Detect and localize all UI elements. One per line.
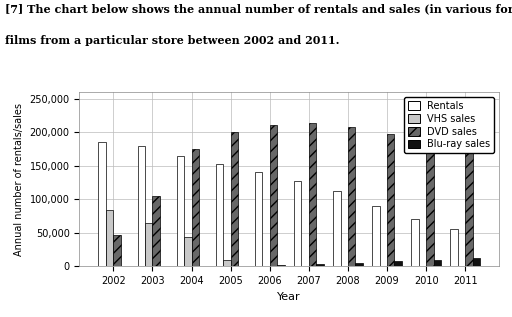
Bar	[270, 126, 277, 266]
Bar	[316, 264, 324, 266]
Bar	[191, 149, 199, 266]
Bar	[465, 148, 473, 266]
Text: [7] The chart below shows the annual number of rentals and sales (in various for: [7] The chart below shows the annual num…	[5, 3, 512, 14]
Bar	[394, 261, 402, 266]
Bar	[153, 196, 160, 266]
Bar	[184, 237, 191, 266]
Bar	[387, 134, 394, 266]
Bar	[294, 181, 302, 266]
Bar	[145, 223, 153, 266]
Bar	[138, 146, 145, 266]
Bar	[348, 127, 355, 266]
Bar	[426, 142, 434, 266]
Bar	[223, 260, 230, 266]
Bar	[255, 172, 262, 266]
Legend: Rentals, VHS sales, DVD sales, Blu-ray sales: Rentals, VHS sales, DVD sales, Blu-ray s…	[404, 97, 495, 153]
Bar	[333, 191, 340, 266]
Bar	[434, 260, 441, 266]
Bar	[106, 210, 113, 266]
Y-axis label: Annual number of rentals/sales: Annual number of rentals/sales	[14, 103, 24, 256]
Bar	[309, 123, 316, 266]
Bar	[113, 235, 121, 266]
X-axis label: Year: Year	[278, 292, 301, 301]
Bar	[411, 219, 419, 266]
Bar	[216, 164, 223, 266]
Bar	[355, 263, 363, 266]
Bar	[451, 229, 458, 266]
Bar	[473, 257, 480, 266]
Bar	[230, 132, 238, 266]
Bar	[98, 142, 106, 266]
Text: films from a particular store between 2002 and 2011.: films from a particular store between 20…	[5, 35, 339, 46]
Bar	[177, 156, 184, 266]
Bar	[277, 265, 285, 266]
Bar	[372, 206, 379, 266]
